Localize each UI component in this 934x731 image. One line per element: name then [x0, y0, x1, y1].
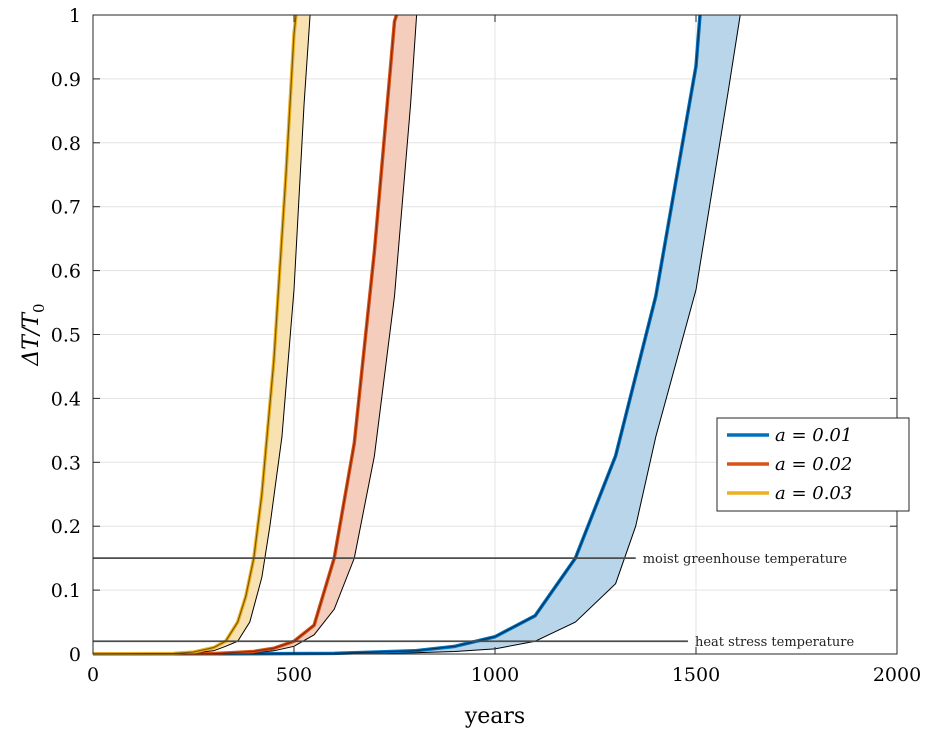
y-tick-label: 0.3 — [51, 452, 81, 474]
legend: a = 0.01 a = 0.02 a = 0.03 — [716, 417, 910, 512]
x-tick-label: 500 — [276, 664, 312, 686]
y-tick-label: 0.7 — [51, 197, 81, 219]
legend-label-3: a = 0.03 — [775, 483, 852, 504]
series-edge-3 — [92, 14, 297, 655]
y-axis-label-subscript: 0 — [30, 303, 48, 313]
legend-label-1: a = 0.01 — [775, 425, 852, 446]
y-axis-label-main: ΔT/T — [19, 311, 44, 367]
reference-line-label-1: moist greenhouse temperature — [643, 552, 848, 567]
x-tick-label: 1500 — [672, 664, 720, 686]
y-tick-label: 1 — [69, 5, 81, 27]
y-tick-label: 0.1 — [51, 580, 81, 602]
y-tick-label: 0.2 — [51, 516, 81, 538]
y-tick-label: 0.8 — [51, 133, 81, 155]
legend-label-2: a = 0.02 — [775, 454, 852, 475]
svg-text:ΔT/T0: ΔT/T0 — [19, 303, 48, 366]
reference-lines: moist greenhouse temperature heat stress … — [93, 552, 854, 650]
y-tick-label: 0.4 — [51, 388, 81, 410]
series-edge-2 — [92, 14, 398, 655]
confidence-bands — [92, 14, 741, 656]
reference-line-label-2: heat stress temperature — [695, 635, 854, 650]
y-tick-label: 0.6 — [51, 261, 81, 283]
y-tick-label: 0.9 — [51, 69, 81, 91]
y-tick-label: 0 — [69, 644, 81, 666]
x-axis-label: years — [464, 704, 525, 729]
x-tick-label: 0 — [87, 664, 99, 686]
x-tick-label: 1000 — [471, 664, 519, 686]
y-axis-label: ΔT/T0 — [19, 303, 48, 366]
series-edge-1 — [92, 14, 701, 655]
y-tick-label: 0.5 — [51, 325, 81, 347]
axis-ticks: 0 500 1000 1500 2000 0 0.1 0.2 0.3 0.4 0.5 0.6 0.7 0.… — [51, 5, 921, 686]
x-tick-label: 2000 — [873, 664, 921, 686]
